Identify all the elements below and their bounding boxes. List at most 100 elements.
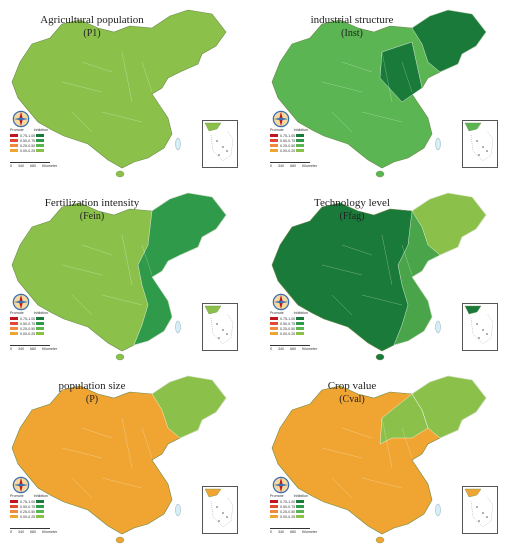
legend-row: 0.25-0.50 — [10, 143, 48, 148]
legend-inhibit-swatch — [296, 134, 304, 138]
map-panel-population-size: population size (P) Promote Inhibition 0… — [2, 368, 252, 548]
scale-tick: 0 — [10, 347, 12, 351]
legend-inhibit-swatch — [36, 149, 44, 153]
legend: Promote Inhibition 0.75-1.00 0.50-0.75 0… — [10, 128, 48, 153]
legend-promote-swatch — [10, 139, 18, 143]
scale-bar: 0 340 680 Kilometer — [10, 162, 57, 168]
legend-row: 0.50-0.75 — [270, 138, 308, 143]
china-map — [271, 375, 487, 544]
legend-range: 0.00-0.25 — [280, 514, 296, 519]
scale-tick: 680 — [30, 164, 36, 168]
legend-row: 0.75-1.00 — [270, 499, 308, 504]
map-title: Crop value — [327, 380, 377, 392]
legend-range: 0.50-0.75 — [20, 504, 36, 509]
map-title: Agricultural population — [40, 14, 144, 26]
china-map — [271, 192, 487, 361]
scale-unit: Kilometer — [42, 347, 58, 351]
legend-row: 0.75-1.00 — [10, 499, 48, 504]
scale-tick: 340 — [18, 347, 24, 351]
legend-promote-swatch — [270, 510, 278, 514]
legend-row: 0.00-0.25 — [270, 331, 308, 336]
legend-row: 0.25-0.50 — [270, 143, 308, 148]
scale-tick: 0 — [270, 164, 272, 168]
legend-range: 0.75-1.00 — [20, 133, 36, 138]
legend-inhibit-swatch — [296, 149, 304, 153]
legend-row: 0.00-0.25 — [10, 331, 48, 336]
legend-range: 0.50-0.75 — [20, 138, 36, 143]
legend-inhibit-swatch — [36, 327, 44, 331]
legend-range: 0.00-0.25 — [280, 148, 296, 153]
legend-promote-swatch — [10, 515, 18, 519]
legend-row: 0.50-0.75 — [10, 138, 48, 143]
legend-promote-swatch — [10, 149, 18, 153]
high-region — [379, 9, 487, 103]
legend-inhibit-swatch — [36, 317, 44, 321]
province-lines — [321, 234, 413, 316]
scale-tick: 680 — [290, 530, 296, 534]
south-china-sea-inset — [462, 486, 498, 534]
scale-tick: 340 — [278, 347, 284, 351]
scale-tick: 680 — [30, 347, 36, 351]
legend-promote-swatch — [270, 500, 278, 504]
legend: Promote Inhibition 0.75-1.00 0.50-0.75 0… — [270, 311, 308, 336]
province-lines — [321, 417, 413, 499]
legend-promote-swatch — [270, 144, 278, 148]
legend-promote-swatch — [10, 317, 18, 321]
scale-tick: 340 — [278, 164, 284, 168]
legend-promote-swatch — [270, 149, 278, 153]
taiwan-island — [435, 320, 441, 334]
scale-bar: 0 340 680 Kilometer — [10, 528, 57, 534]
legend-row: 0.25-0.50 — [270, 509, 308, 514]
china-map — [11, 192, 227, 361]
map-variable-code: (Cval) — [339, 394, 365, 405]
scale-bar: 0 340 680 Kilometer — [270, 162, 317, 168]
map-panel-agricultural-population: Agricultural population (P1) Promote Inh… — [2, 2, 252, 182]
legend-inhibit-swatch — [296, 505, 304, 509]
legend-range: 0.25-0.50 — [280, 509, 296, 514]
scale-tick: 340 — [278, 530, 284, 534]
map-variable-code: (Ffag) — [339, 211, 365, 222]
china-map — [11, 9, 227, 178]
hainan-island — [115, 536, 125, 544]
north-arrow-icon — [12, 110, 30, 128]
legend: Promote Inhibition 0.75-1.00 0.50-0.75 0… — [270, 128, 308, 153]
legend-inhibit-swatch — [36, 500, 44, 504]
scale-bar: 0 340 680 Kilometer — [10, 345, 57, 351]
north-arrow-icon — [272, 293, 290, 311]
map-variable-code: (P1) — [83, 28, 101, 39]
scale-unit: Kilometer — [42, 164, 58, 168]
province-lines — [61, 234, 153, 316]
hainan-island — [115, 353, 125, 361]
legend-inhibit-swatch — [36, 332, 44, 336]
north-arrow-icon — [272, 476, 290, 494]
legend-inhibit-swatch — [36, 144, 44, 148]
map-variable-code: (Inst) — [341, 28, 363, 39]
legend-range: 0.25-0.50 — [280, 143, 296, 148]
map-panel-industrial-structure: industrial structure (Inst) Promote Inhi… — [262, 2, 512, 182]
legend-promote-header: Promote — [10, 311, 24, 315]
scale-tick: 680 — [290, 164, 296, 168]
scale-unit: Kilometer — [42, 530, 58, 534]
legend-row: 0.00-0.25 — [270, 148, 308, 153]
legend-row: 0.25-0.50 — [270, 326, 308, 331]
legend-inhibit-swatch — [296, 332, 304, 336]
scale-unit: Kilometer — [302, 347, 318, 351]
country-fill — [11, 9, 227, 169]
legend-range: 0.50-0.75 — [280, 504, 296, 509]
legend-promote-header: Promote — [270, 311, 284, 315]
legend-range: 0.75-1.00 — [280, 133, 296, 138]
legend-promote-swatch — [270, 139, 278, 143]
map-title: population size — [58, 380, 126, 392]
legend-promote-swatch — [270, 317, 278, 321]
north-arrow-icon — [272, 110, 290, 128]
legend-inhibit-swatch — [36, 139, 44, 143]
legend-row: 0.75-1.00 — [10, 133, 48, 138]
legend-promote-swatch — [270, 322, 278, 326]
legend-range: 0.75-1.00 — [20, 499, 36, 504]
legend-inhibit-swatch — [296, 327, 304, 331]
taiwan-island — [175, 503, 181, 517]
legend-inhibit-swatch — [296, 139, 304, 143]
scale-unit: Kilometer — [302, 530, 318, 534]
legend-inhibit-header: Inhibition — [293, 311, 308, 315]
legend-inhibit-swatch — [36, 134, 44, 138]
